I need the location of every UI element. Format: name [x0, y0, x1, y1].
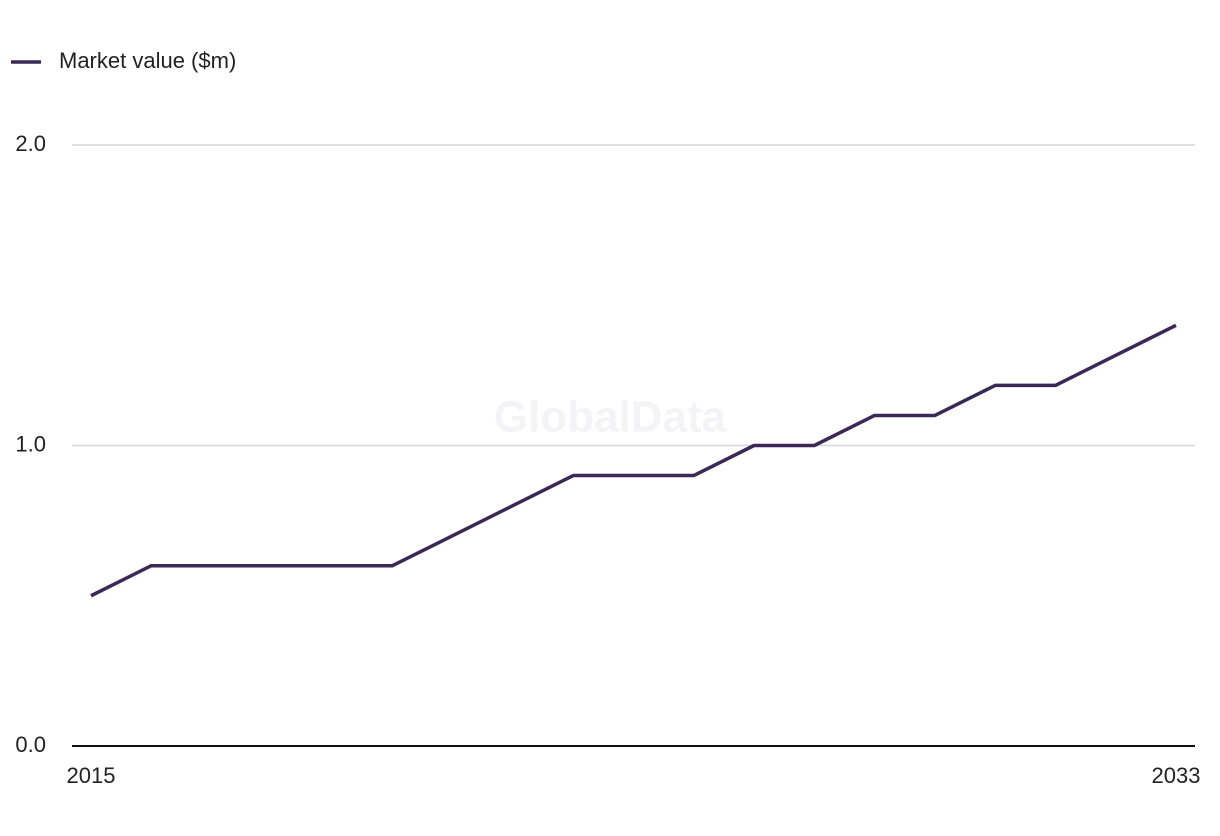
- x-tick-label: 2033: [1152, 763, 1201, 788]
- legend-label: Market value ($m): [59, 48, 236, 73]
- x-tick-label: 2015: [67, 763, 116, 788]
- watermark: GlobalData: [494, 393, 727, 442]
- y-tick-label: 2.0: [15, 131, 46, 156]
- y-tick-label: 1.0: [15, 431, 46, 456]
- line: [90, 323, 1177, 598]
- y-tick-label: 0.0: [15, 732, 46, 757]
